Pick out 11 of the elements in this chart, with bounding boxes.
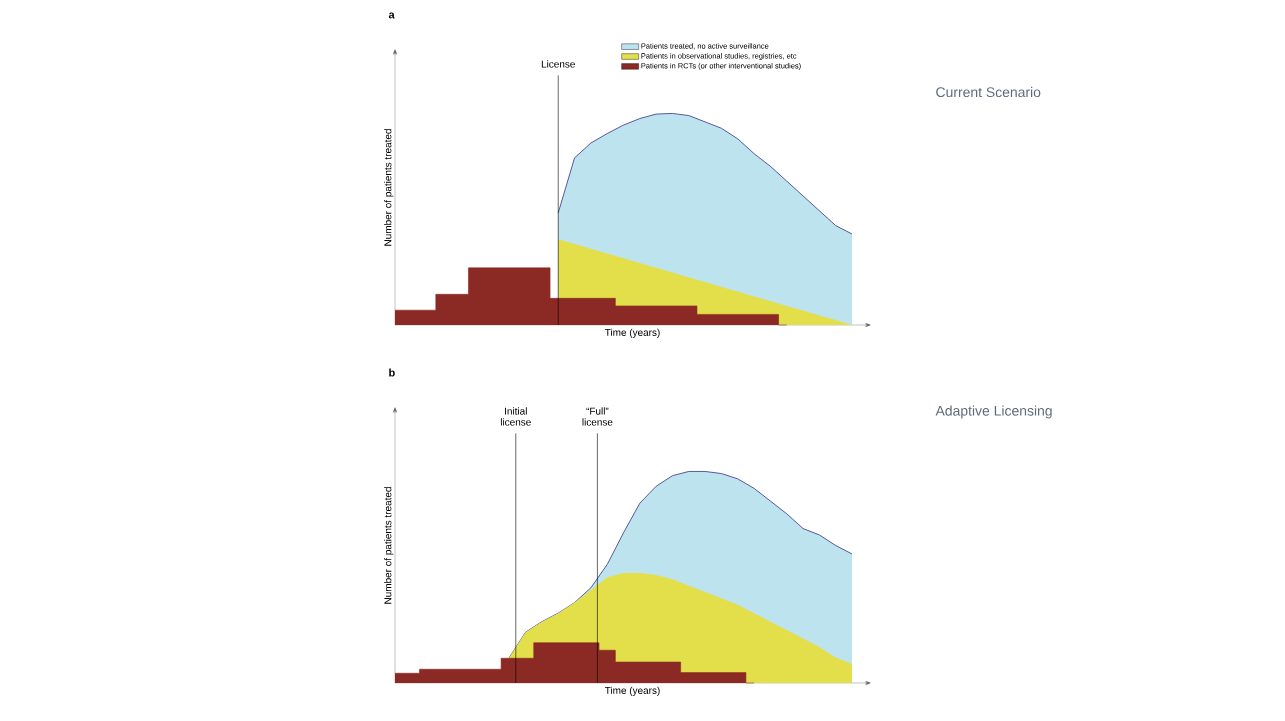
text: “Full” license: [582, 407, 613, 426]
y-axis-title: Number of patients treated: [384, 487, 394, 604]
x-axis-title: Time (years): [604, 686, 660, 696]
chart-title: b: [389, 368, 395, 377]
y-axis-title: Number of patients treated: [384, 129, 394, 246]
x-axis-title: Time (years): [604, 328, 660, 338]
text: Initial license: [500, 407, 531, 426]
chart-title: a: [388, 12, 395, 19]
text: Adaptive Licensing: [935, 405, 1052, 419]
text: License: [541, 60, 575, 68]
text: Current Scenario: [936, 86, 1041, 98]
